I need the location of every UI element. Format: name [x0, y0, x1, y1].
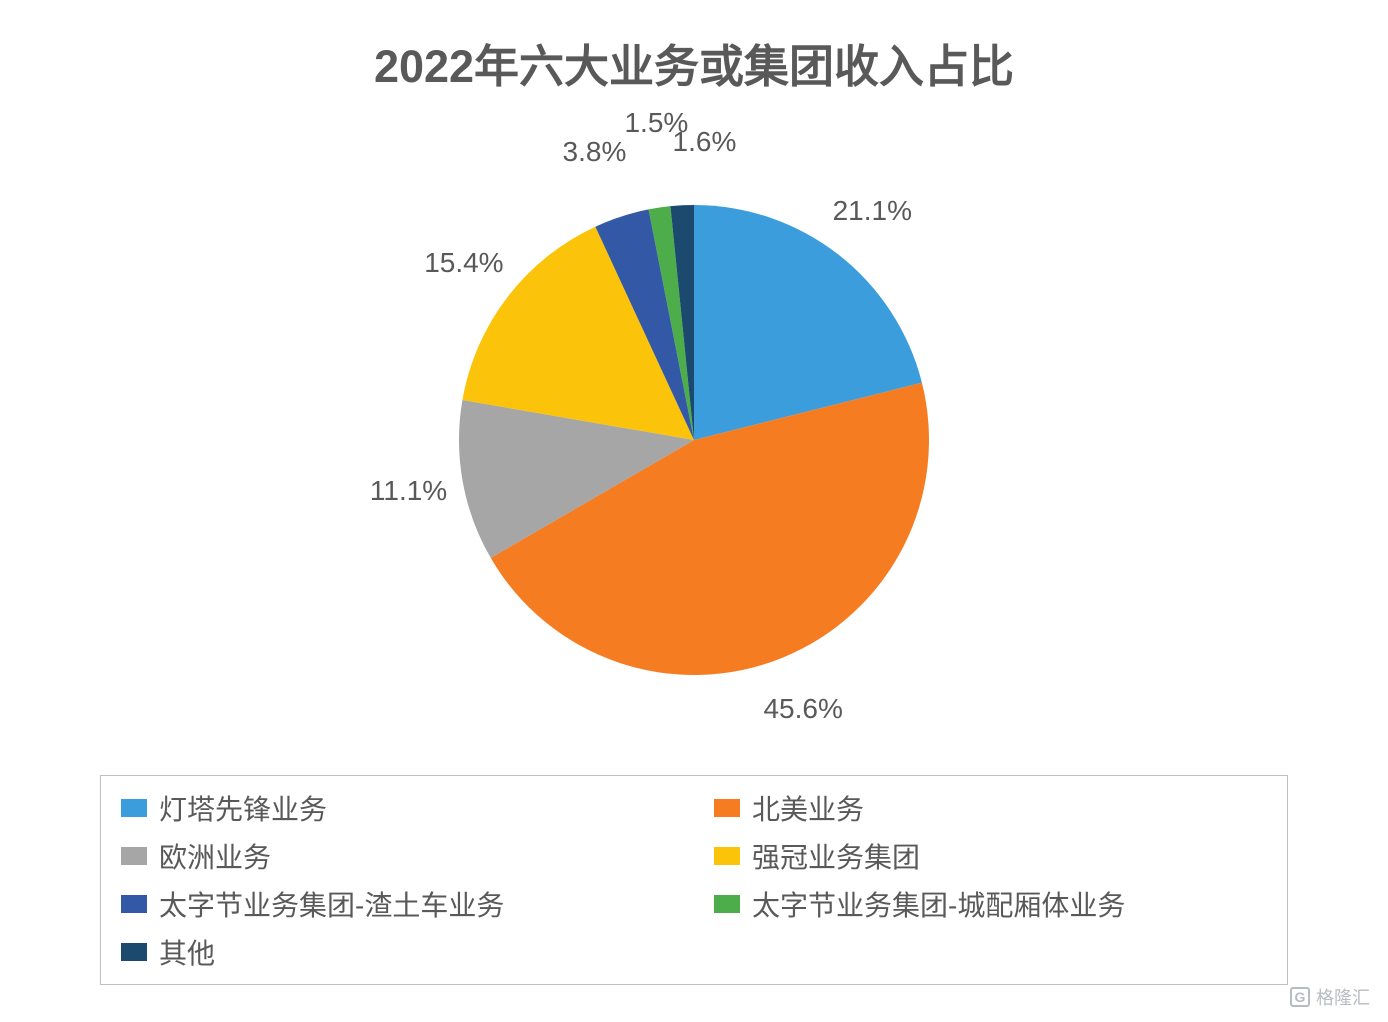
legend-swatch — [714, 895, 740, 913]
legend-label: 太字节业务集团-渣土车业务 — [159, 884, 504, 924]
pie-chart — [449, 195, 939, 685]
legend-swatch — [714, 847, 740, 865]
legend-item: 强冠业务集团 — [714, 836, 1267, 876]
legend-item: 北美业务 — [714, 788, 1267, 828]
slice-label: 21.1% — [833, 195, 912, 227]
slice-label: 11.1% — [370, 475, 447, 507]
slice-label: 15.4% — [424, 247, 503, 279]
legend-label: 太字节业务集团-城配厢体业务 — [752, 884, 1125, 924]
legend-item: 太字节业务集团-城配厢体业务 — [714, 884, 1267, 924]
slice-label: 1.6% — [673, 126, 737, 158]
legend-item: 其他 — [121, 932, 674, 972]
legend-swatch — [121, 943, 147, 961]
watermark-icon: G — [1290, 987, 1310, 1007]
watermark-text: 格隆汇 — [1316, 984, 1370, 1010]
watermark: G 格隆汇 — [1290, 984, 1370, 1010]
legend-label: 欧洲业务 — [159, 836, 271, 876]
legend-item: 灯塔先锋业务 — [121, 788, 674, 828]
legend-label: 灯塔先锋业务 — [159, 788, 327, 828]
chart-container: 2022年六大业务或集团收入占比 21.1% 45.6% 11.1% 15.4% 3.8… — [0, 0, 1388, 1022]
legend-label: 其他 — [159, 932, 215, 972]
legend-swatch — [121, 799, 147, 817]
legend-item: 欧洲业务 — [121, 836, 674, 876]
slice-label: 45.6% — [763, 693, 842, 725]
legend-swatch — [714, 799, 740, 817]
slice-label: 3.8% — [563, 136, 627, 168]
legend: 灯塔先锋业务 北美业务欧洲业务 强冠业务集团太字节业务集团-渣土车业务 太字节业务集团… — [100, 775, 1288, 985]
legend-swatch — [121, 895, 147, 913]
legend-item: 太字节业务集团-渣土车业务 — [121, 884, 674, 924]
legend-label: 北美业务 — [752, 788, 864, 828]
legend-swatch — [121, 847, 147, 865]
chart-title: 2022年六大业务或集团收入占比 — [40, 30, 1348, 95]
pie-area: 21.1%45.6%11.1%15.4%3.8%1.5%1.6% — [40, 115, 1348, 765]
legend-label: 强冠业务集团 — [752, 836, 920, 876]
